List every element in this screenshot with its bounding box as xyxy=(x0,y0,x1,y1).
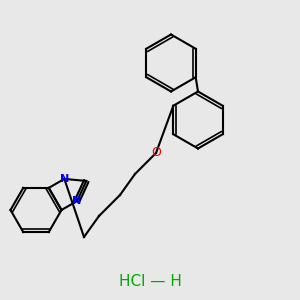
Text: N: N xyxy=(73,196,82,206)
Text: N: N xyxy=(60,174,69,184)
Text: O: O xyxy=(151,146,161,160)
Text: HCl — H: HCl — H xyxy=(118,274,182,290)
